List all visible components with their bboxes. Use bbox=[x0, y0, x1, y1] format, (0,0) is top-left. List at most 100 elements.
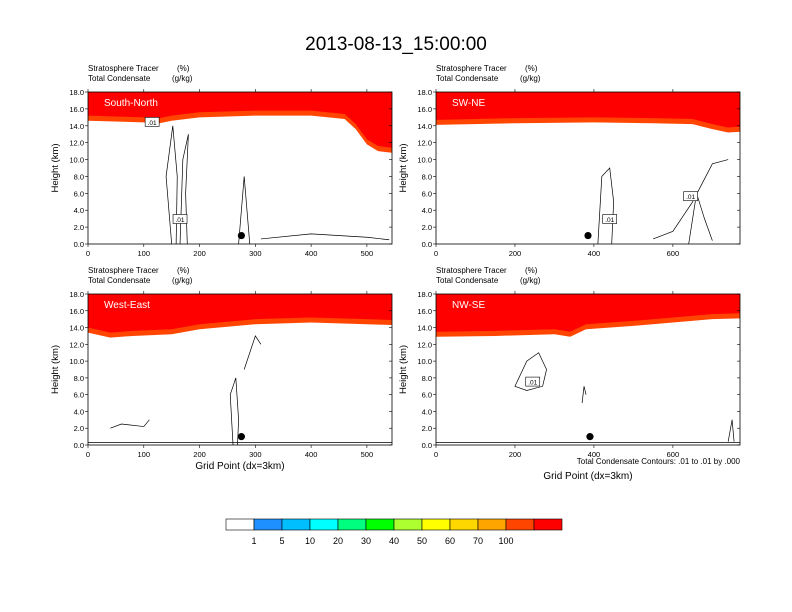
y-tick-label: 0.0 bbox=[74, 240, 84, 249]
x-tick-label: 300 bbox=[249, 249, 262, 258]
colorbar-label: 70 bbox=[473, 536, 483, 546]
colorbar-swatch bbox=[365, 518, 395, 531]
y-tick-label: 12.0 bbox=[69, 340, 84, 349]
subtitle-tracer-unit: (%) bbox=[525, 266, 538, 275]
subtitle-condensate-unit: (g/kg) bbox=[172, 276, 193, 285]
y-tick-label: 16.0 bbox=[417, 307, 432, 316]
y-tick-label: 2.0 bbox=[422, 424, 432, 433]
condensate-contour bbox=[165, 125, 178, 244]
contour-label: .01 bbox=[148, 120, 157, 127]
x-tick-label: 400 bbox=[588, 249, 601, 258]
x-tick-label: 0 bbox=[434, 249, 438, 258]
y-tick-label: 12.0 bbox=[69, 139, 84, 148]
x-tick-label: 200 bbox=[193, 450, 206, 459]
contour-label-box bbox=[172, 214, 188, 224]
y-tick-label: 6.0 bbox=[74, 189, 84, 198]
colorbar-swatch bbox=[309, 518, 339, 531]
subtitle-tracer: Stratosphere Tracer bbox=[88, 64, 159, 73]
tracer-band-red bbox=[88, 294, 392, 333]
y-tick-label: 10.0 bbox=[69, 357, 84, 366]
contour-label-box bbox=[144, 117, 160, 127]
condensate-contour bbox=[653, 159, 729, 240]
y-tick-label: 18.0 bbox=[417, 88, 432, 97]
subtitle-condensate-unit: (g/kg) bbox=[172, 74, 193, 83]
y-tick-label: 14.0 bbox=[69, 324, 84, 333]
x-tick-label: 0 bbox=[86, 450, 90, 459]
colorbar-swatch bbox=[253, 518, 283, 531]
condensate-contour bbox=[243, 335, 262, 370]
colorbar-swatch bbox=[281, 518, 311, 531]
subtitle-tracer-unit: (%) bbox=[177, 64, 190, 73]
condensate-contour bbox=[688, 193, 713, 244]
subtitle-condensate: Total Condensate bbox=[88, 276, 151, 285]
y-tick-label: 18.0 bbox=[69, 290, 84, 299]
x-tick-label: 400 bbox=[588, 450, 601, 459]
y-tick-label: 14.0 bbox=[69, 122, 84, 131]
condensate-contour bbox=[238, 176, 251, 244]
x-tick-label: 200 bbox=[509, 450, 522, 459]
contour-label-box bbox=[602, 214, 618, 224]
colorbar-label: 30 bbox=[361, 536, 371, 546]
y-tick-label: 2.0 bbox=[74, 223, 84, 232]
colorbar-swatch bbox=[505, 518, 535, 531]
figure-title: 2013-08-13_15:00:00 bbox=[305, 34, 487, 55]
y-tick-label: 6.0 bbox=[74, 391, 84, 400]
plot-frame bbox=[87, 91, 393, 245]
plot-area: .01 bbox=[436, 294, 740, 445]
location-marker bbox=[586, 433, 594, 441]
y-tick-label: 16.0 bbox=[417, 105, 432, 114]
condensate-contour bbox=[727, 419, 735, 442]
subtitle-tracer-unit: (%) bbox=[525, 64, 538, 73]
y-tick-label: 14.0 bbox=[417, 324, 432, 333]
x-tick-label: 600 bbox=[667, 249, 680, 258]
x-tick-label: 500 bbox=[361, 450, 374, 459]
subtitle-condensate: Total Condensate bbox=[88, 74, 151, 83]
x-tick-label: 300 bbox=[249, 450, 262, 459]
y-tick-label: 10.0 bbox=[417, 357, 432, 366]
colorbar-label: 40 bbox=[389, 536, 399, 546]
colorbar-label: 10 bbox=[305, 536, 315, 546]
condensate-contour bbox=[514, 352, 547, 391]
x-tick-label: 500 bbox=[361, 249, 374, 258]
y-tick-label: 18.0 bbox=[69, 88, 84, 97]
contour-label: .01 bbox=[686, 194, 695, 201]
y-tick-label: 4.0 bbox=[422, 206, 432, 215]
tracer-band-red bbox=[436, 92, 740, 128]
y-tick-label: 18.0 bbox=[417, 290, 432, 299]
y-tick-label: 10.0 bbox=[417, 156, 432, 165]
colorbar-swatch bbox=[421, 518, 451, 531]
x-tick-label: 600 bbox=[667, 450, 680, 459]
colorbar-label: 100 bbox=[498, 536, 513, 546]
x-tick-label: 100 bbox=[138, 450, 151, 459]
y-tick-label: 0.0 bbox=[422, 441, 432, 450]
y-tick-label: 6.0 bbox=[422, 189, 432, 198]
contour-label: .01 bbox=[528, 380, 537, 387]
x-tick-label: 400 bbox=[305, 450, 318, 459]
colorbar-label: 50 bbox=[417, 536, 427, 546]
colorbar-swatch bbox=[477, 518, 507, 531]
y-tick-label: 2.0 bbox=[422, 223, 432, 232]
condensate-contour bbox=[229, 377, 239, 445]
tracer-band-red bbox=[436, 294, 740, 332]
y-tick-label: 6.0 bbox=[422, 391, 432, 400]
colorbar: 1 5 10 20 30 40 50 60 70 100 bbox=[225, 518, 563, 546]
colorbar-label: 20 bbox=[333, 536, 343, 546]
y-axis-label: Height (km) bbox=[398, 143, 409, 192]
contour-note: Total Condensate Contours: .01 to .01 by… bbox=[577, 457, 741, 466]
y-tick-label: 8.0 bbox=[422, 172, 432, 181]
subtitle-tracer: Stratosphere Tracer bbox=[88, 266, 159, 275]
y-tick-label: 4.0 bbox=[422, 407, 432, 416]
x-tick-label: 0 bbox=[434, 450, 438, 459]
subtitle-tracer: Stratosphere Tracer bbox=[436, 266, 507, 275]
subtitle-condensate: Total Condensate bbox=[436, 276, 499, 285]
plot-area bbox=[88, 294, 392, 445]
panel-west-east: West-East 0.0 2.0 4.0 6.0 8.0 10.0 12.0 14.0 16.0… bbox=[50, 266, 393, 472]
y-tick-label: 10.0 bbox=[69, 156, 84, 165]
y-axis-label: Height (km) bbox=[50, 143, 61, 192]
contour-label-box bbox=[525, 376, 541, 387]
panel-south-north: .01 .01 South-North 0.0 2.0 4.0 6.0 8.0 10.0 12.0… bbox=[50, 64, 393, 258]
subtitle-tracer: Stratosphere Tracer bbox=[436, 64, 507, 73]
y-tick-label: 14.0 bbox=[417, 122, 432, 131]
plot-area: .01 .01 bbox=[436, 92, 740, 244]
panel-label: SW-NE bbox=[452, 98, 485, 109]
